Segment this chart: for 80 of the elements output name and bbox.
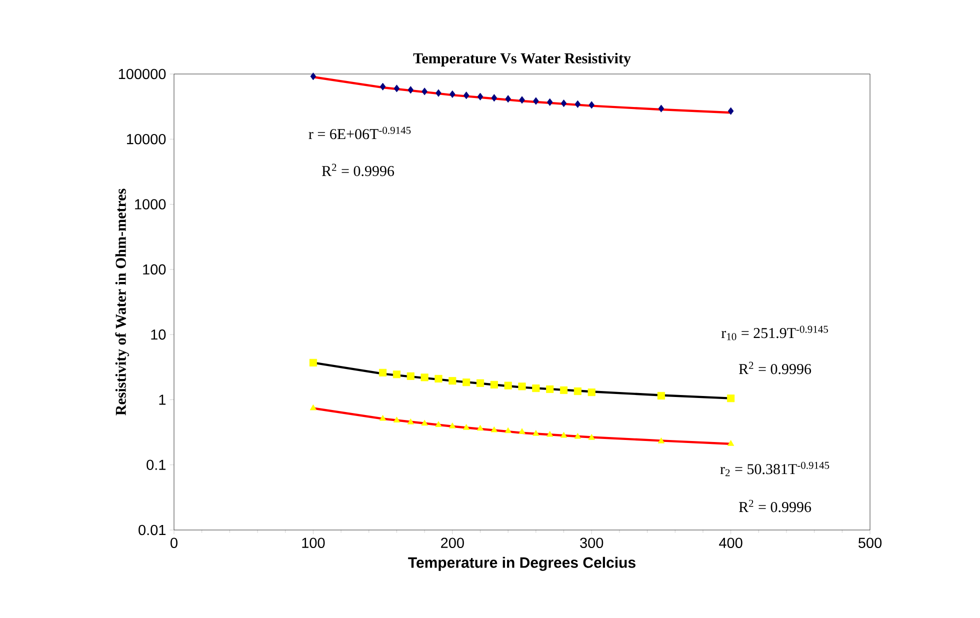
point <box>588 434 595 440</box>
annotation: r$_{10}$ = 251.9T$^{-0.9145}$ <box>721 326 828 340</box>
point <box>434 374 442 383</box>
point <box>532 430 540 436</box>
point <box>392 370 401 378</box>
y-tick-label: 0.1 <box>146 460 166 470</box>
point <box>727 394 735 402</box>
point <box>476 424 484 431</box>
point <box>658 437 665 444</box>
point <box>436 89 442 97</box>
point <box>463 92 470 100</box>
y-tick-label: 100 <box>143 264 166 275</box>
point <box>490 426 498 432</box>
point <box>519 96 525 104</box>
annotation: R$^{2}$ = 0.9996 <box>738 362 812 374</box>
x-tick-label: 400 <box>719 538 742 548</box>
point <box>560 432 568 438</box>
point <box>560 386 568 394</box>
point <box>406 372 414 380</box>
point <box>407 418 414 424</box>
point <box>657 392 666 400</box>
y-tick-label: 10 <box>151 329 166 340</box>
point <box>727 440 734 446</box>
point <box>477 92 484 100</box>
point <box>574 387 582 396</box>
y-tick-label: 1000 <box>135 199 166 210</box>
point <box>518 382 526 390</box>
point <box>420 374 428 382</box>
annotation: r$_{2}$ = 50.381T$^{-0.9145}$ <box>720 462 830 476</box>
y-tick-label: 100000 <box>118 68 166 80</box>
point <box>450 90 456 98</box>
point <box>504 427 512 434</box>
x-tick-label: 100 <box>302 538 325 548</box>
point <box>394 84 400 92</box>
x-tick-label: 200 <box>441 538 464 548</box>
point <box>449 422 456 428</box>
annotation: r = 6E+06T$^{-0.9145}$ <box>308 126 411 140</box>
y-tick-label: 0.01 <box>138 524 166 536</box>
x-tick-label: 500 <box>858 538 882 548</box>
point <box>546 385 554 393</box>
annotation: R$^{2}$ = 0.9996 <box>322 164 394 176</box>
point <box>574 100 581 108</box>
point <box>574 432 582 439</box>
point <box>393 416 400 422</box>
point <box>532 384 540 392</box>
point <box>546 98 553 106</box>
point <box>408 86 414 94</box>
point <box>421 420 428 426</box>
point <box>448 377 456 385</box>
y-tick-label: 1 <box>159 394 166 405</box>
y-axis-title: Resistivity of Water in Ohm-metres <box>115 188 129 416</box>
x-axis-title: Temperature in Degrees Celcius <box>408 556 636 571</box>
point <box>560 100 567 108</box>
point <box>476 379 484 387</box>
x-tick-label: 300 <box>580 538 604 548</box>
point <box>310 404 317 410</box>
annotation: R$^{2}$ = 0.9996 <box>738 500 812 512</box>
point <box>505 95 511 103</box>
point <box>462 378 470 386</box>
point <box>728 107 734 115</box>
chart-title: Temperature Vs Water Resistivity <box>413 52 631 66</box>
x-tick-label: 0 <box>170 538 178 548</box>
point <box>490 380 498 389</box>
point <box>658 104 664 112</box>
point <box>588 101 595 109</box>
point <box>588 388 596 396</box>
point <box>379 368 387 376</box>
point <box>491 94 498 102</box>
point <box>310 72 316 80</box>
y-tick-label: 10000 <box>127 134 166 144</box>
point <box>422 88 428 96</box>
point <box>546 430 554 437</box>
point <box>463 424 470 430</box>
point <box>533 97 539 105</box>
point <box>379 414 386 421</box>
point <box>309 358 317 366</box>
point <box>504 382 512 390</box>
point <box>435 421 442 427</box>
point <box>518 428 526 434</box>
point <box>380 82 386 90</box>
